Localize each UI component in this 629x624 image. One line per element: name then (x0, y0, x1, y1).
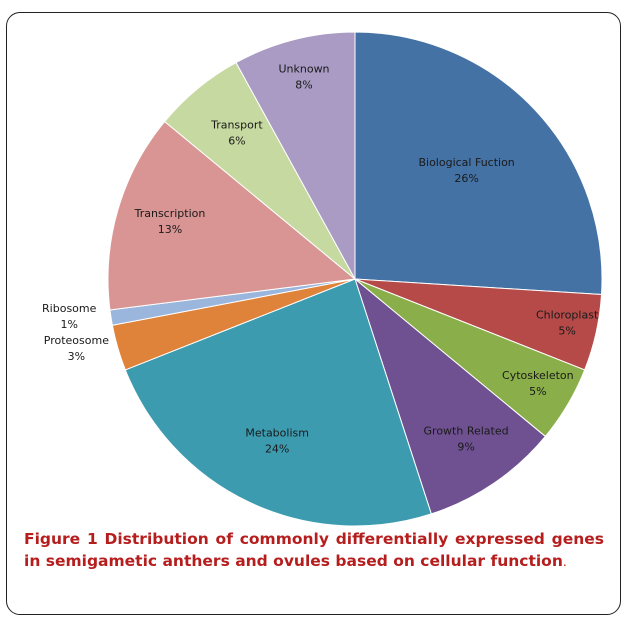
slice-category-biological-fuction: Biological Fuction (418, 156, 514, 169)
slice-category-ribosome: Ribosome (42, 302, 97, 315)
caption-end: . (563, 555, 567, 569)
slice-percent-unknown: 8% (295, 78, 312, 91)
slice-category-transcription: Transcription (134, 207, 206, 220)
slice-category-proteosome: Proteosome (44, 334, 109, 347)
slice-category-unknown: Unknown (278, 62, 329, 75)
slice-percent-proteosome: 3% (68, 350, 85, 363)
slice-percent-growth-related: 9% (457, 440, 474, 453)
slice-category-transport: Transport (210, 118, 263, 131)
pie-slices (108, 32, 602, 526)
slice-percent-biological-fuction: 26% (454, 172, 478, 185)
slice-percent-chloroplast: 5% (558, 324, 575, 337)
slice-category-growth-related: Growth Related (424, 424, 509, 437)
slice-label-proteosome: Proteosome 3% (44, 334, 109, 363)
slice-label-ribosome: Ribosome 1% (42, 302, 97, 331)
slice-category-metabolism: Metabolism (245, 426, 309, 439)
caption-text: Distribution of commonly differentially … (24, 530, 604, 570)
slice-percent-cytoskeleton: 5% (529, 385, 546, 398)
slice-category-chloroplast: Chloroplast (536, 308, 599, 321)
slice-percent-ribosome: 1% (60, 318, 77, 331)
slice-percent-transport: 6% (228, 134, 245, 147)
figure-caption: Figure 1 Distribution of commonly differ… (24, 528, 604, 573)
figure-label: Figure 1 (24, 530, 98, 548)
slice-percent-transcription: 13% (158, 223, 182, 236)
slice-category-cytoskeleton: Cytoskeleton (502, 369, 574, 382)
slice-percent-metabolism: 24% (265, 442, 289, 455)
